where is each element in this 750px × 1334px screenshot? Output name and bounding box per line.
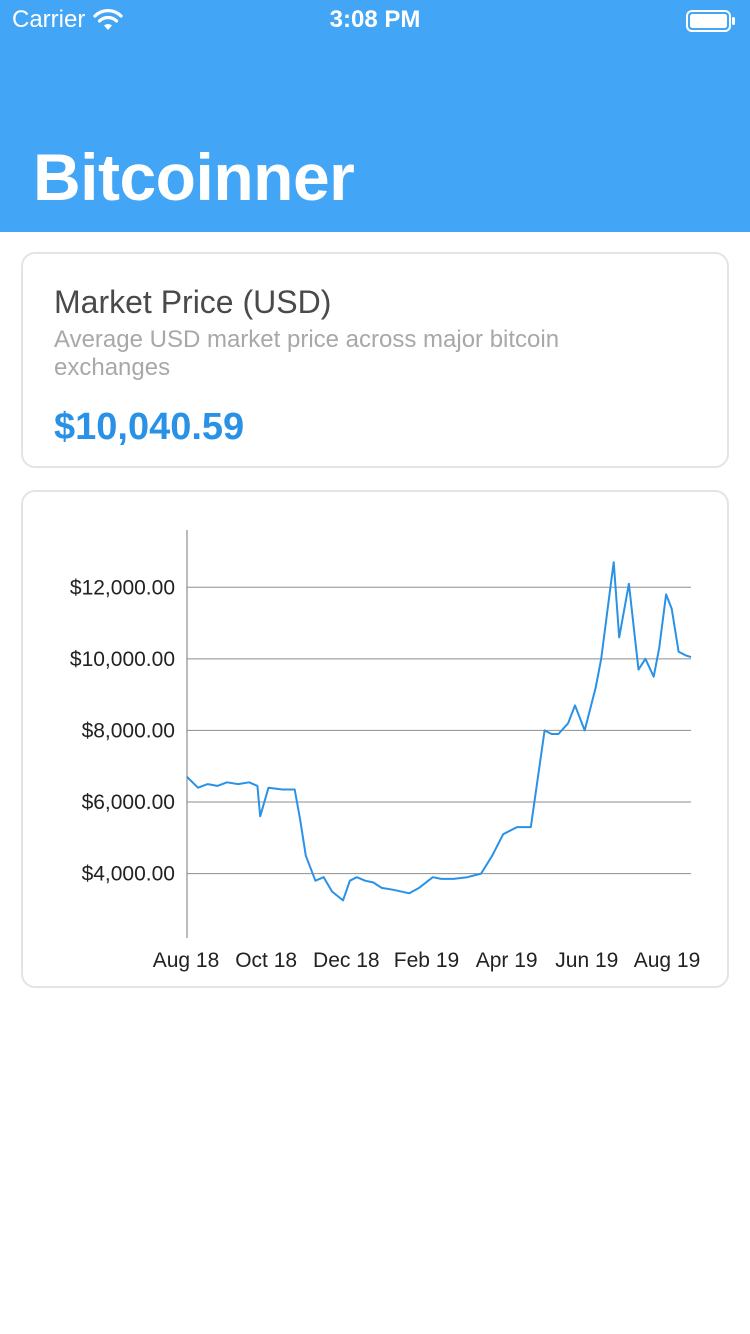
status-bar: Carrier 3:08 PM xyxy=(0,0,750,40)
x-tick-label: Dec 18 xyxy=(313,949,380,972)
x-tick-label: Aug 18 xyxy=(153,949,220,972)
carrier-label: Carrier xyxy=(12,6,86,33)
app-title: Bitcoinner xyxy=(33,140,355,214)
market-price-description: Average USD market price across major bi… xyxy=(54,326,560,381)
market-price-card[interactable]: Market Price (USD) Average USD market pr… xyxy=(21,252,729,468)
x-tick-label: Apr 19 xyxy=(476,949,538,972)
price-series-line xyxy=(186,561,692,902)
y-tick-label: $4,000.00 xyxy=(82,863,175,886)
price-chart-card[interactable]: $12,000.00 $10,000.00 $8,000.00 $6,000.00 $4… xyxy=(21,490,729,988)
app-header: Carrier 3:08 PM Bitcoinner xyxy=(0,0,750,232)
wifi-icon xyxy=(93,9,123,30)
price-chart: $12,000.00 $10,000.00 $8,000.00 $6,000.00 $4… xyxy=(70,530,701,972)
battery-icon xyxy=(686,10,735,32)
market-price-title: Market Price (USD) xyxy=(54,284,332,320)
status-time: 3:08 PM xyxy=(329,6,421,33)
x-tick-label: Jun 19 xyxy=(555,949,618,972)
y-tick-label: $12,000.00 xyxy=(70,576,175,599)
x-tick-label: Feb 19 xyxy=(394,949,459,972)
x-tick-label: Oct 18 xyxy=(235,949,297,972)
x-tick-label: Aug 19 xyxy=(634,949,701,972)
y-tick-label: $10,000.00 xyxy=(70,648,175,671)
y-tick-label: $8,000.00 xyxy=(82,719,175,742)
y-tick-label: $6,000.00 xyxy=(82,791,175,814)
market-price-value: $10,040.59 xyxy=(54,406,245,448)
carrier-group: Carrier xyxy=(12,6,123,34)
